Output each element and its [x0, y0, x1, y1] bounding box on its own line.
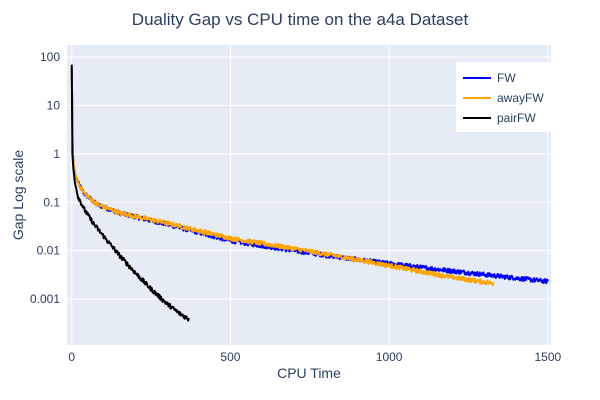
- series-line-awayfw: [70, 67, 495, 287]
- series-line-pairfw: [70, 64, 190, 322]
- x-tick-label: 500: [220, 350, 240, 364]
- y-tick-label: 100: [40, 50, 60, 64]
- y-tick-label: 10: [47, 98, 61, 112]
- y-axis-title: Gap Log scale: [10, 150, 26, 240]
- tick-labels: 0 500 1000 1500 100 10 1 0.1 0.01 0.001: [30, 50, 562, 364]
- legend-label-pairfw: pairFW: [497, 111, 536, 125]
- legend: FW awayFW pairFW: [456, 62, 552, 132]
- x-axis-title: CPU Time: [277, 365, 341, 381]
- x-tick-label: 1000: [376, 350, 403, 364]
- y-tick-label: 0.001: [30, 292, 60, 306]
- y-tick-label: 1: [53, 147, 60, 161]
- series-layer: [70, 64, 549, 322]
- legend-label-awayfw: awayFW: [497, 91, 544, 105]
- legend-label-fw: FW: [497, 71, 516, 85]
- y-tick-label: 0.01: [37, 244, 61, 258]
- chart-title: Duality Gap vs CPU time on the a4a Datas…: [132, 10, 469, 29]
- y-tick-label: 0.1: [43, 195, 60, 209]
- x-tick-label: 0: [68, 350, 75, 364]
- x-tick-label: 1500: [534, 350, 561, 364]
- grid-lines: [67, 45, 551, 345]
